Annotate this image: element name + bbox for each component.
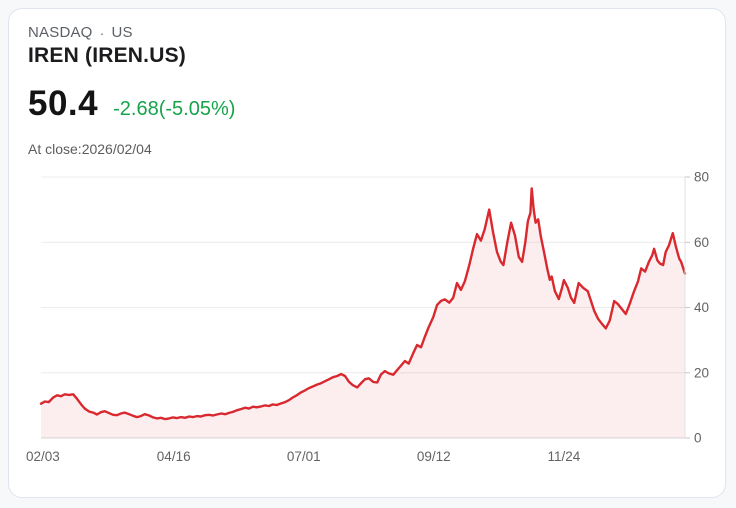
price-row: 50.4 -2.68(-5.05%) — [28, 84, 235, 124]
y-tick-label: 20 — [694, 365, 709, 380]
price-change: -2.68(-5.05%) — [113, 98, 236, 121]
y-tick-label: 60 — [694, 235, 709, 250]
x-tick-label: 07/01 — [287, 449, 321, 464]
last-price: 50.4 — [28, 84, 99, 124]
separator-dot: · — [99, 24, 105, 41]
x-tick-label: 09/12 — [417, 449, 451, 464]
x-tick-label: 11/24 — [548, 449, 581, 464]
price-line — [39, 187, 687, 421]
y-tick-label: 0 — [694, 431, 702, 446]
quote-header: NASDAQ · US IREN (IREN.US) 50.4 -2.68(-5… — [28, 24, 235, 157]
stock-quote-card: NASDAQ · US IREN (IREN.US) 50.4 -2.68(-5… — [8, 8, 726, 498]
y-tick-label: 80 — [694, 170, 709, 185]
exchange-region: US — [111, 24, 133, 41]
price-area — [41, 188, 685, 438]
price-chart[interactable]: 80 60 40 20 0 02/03 04/16 07/01 09/12 11/24 — [9, 9, 726, 498]
at-close-label: At close:2026/02/04 — [28, 141, 152, 158]
y-tick-label: 40 — [694, 300, 709, 315]
exchange-label: NASDAQ · US — [28, 24, 235, 41]
x-tick-label: 02/03 — [26, 449, 60, 464]
exchange-market: NASDAQ — [28, 24, 93, 41]
x-tick-label: 04/16 — [157, 449, 191, 464]
stock-title: IREN (IREN.US) — [28, 44, 186, 67]
